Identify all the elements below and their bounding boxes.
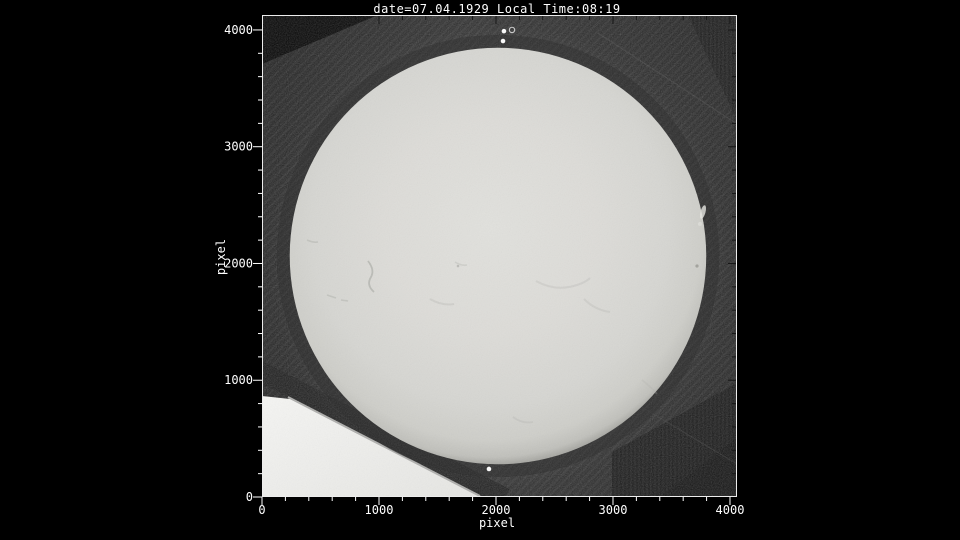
plot-title: date=07.04.1929 Local Time:08:19 bbox=[373, 2, 620, 16]
y-axis-label: pixel bbox=[214, 239, 228, 275]
film-grain-fine bbox=[262, 15, 737, 497]
plot-border bbox=[262, 15, 737, 497]
y-tick-label: 2000 bbox=[224, 256, 253, 270]
y-tick-label: 3000 bbox=[224, 140, 253, 154]
x-tick-label: 1000 bbox=[365, 503, 394, 517]
y-tick-label: 0 bbox=[246, 490, 253, 504]
x-tick-label: 3000 bbox=[599, 503, 628, 517]
plate-image bbox=[262, 15, 737, 497]
y-tick-label: 4000 bbox=[224, 23, 253, 37]
axis-tick-labels: 0 1000 2000 3000 4000 0 1000 2000 3000 4000 bbox=[224, 23, 744, 517]
y-tick-label: 1000 bbox=[224, 373, 253, 387]
axis-tick-marks bbox=[253, 29, 731, 505]
x-tick-label: 2000 bbox=[482, 503, 511, 517]
x-axis-label: pixel bbox=[479, 516, 515, 530]
x-tick-label: 0 bbox=[258, 503, 265, 517]
x-tick-label: 4000 bbox=[716, 503, 745, 517]
